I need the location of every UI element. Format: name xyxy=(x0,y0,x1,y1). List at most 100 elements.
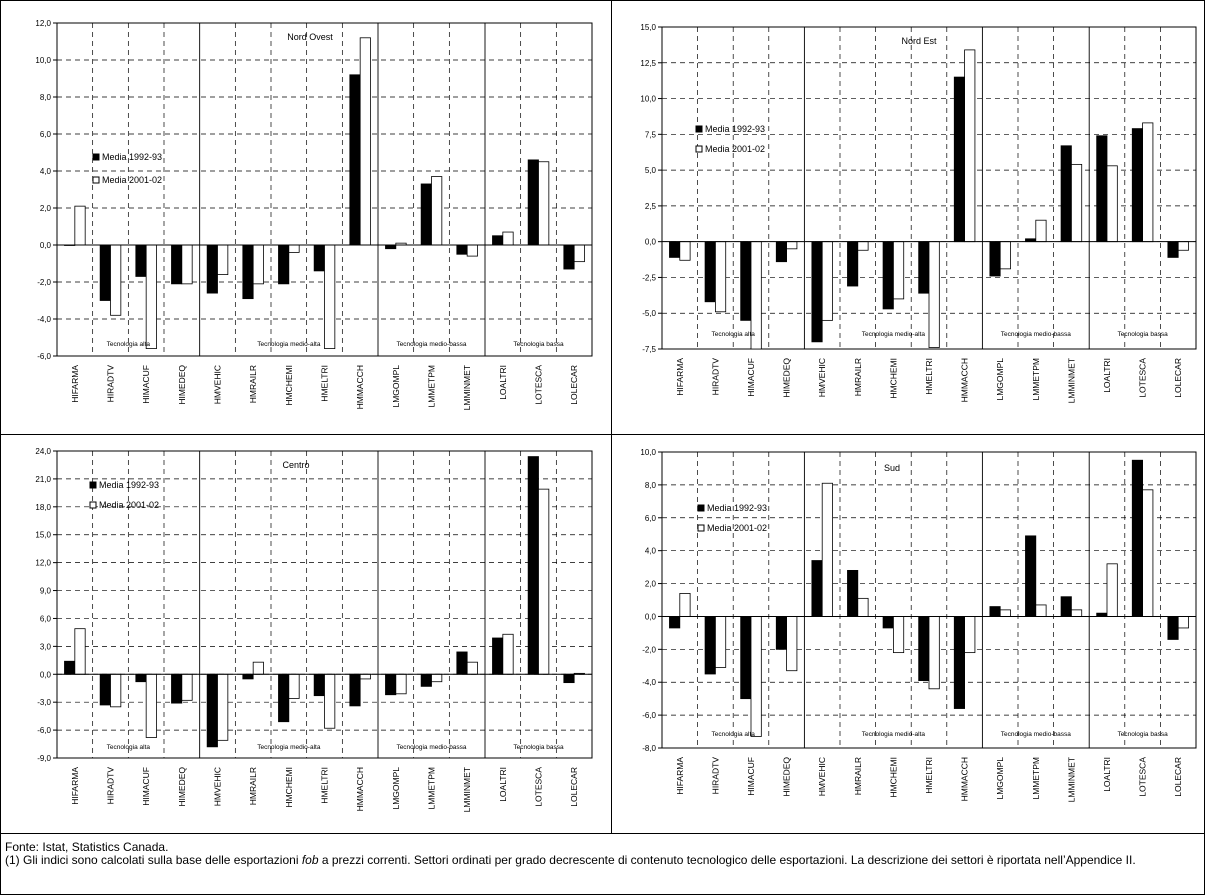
group-label: Tecnologia medio-alta xyxy=(862,731,926,738)
bar-media-2001-02 xyxy=(1070,163,1083,243)
category-label: HIMEDEQ xyxy=(782,358,792,398)
bar-media-1992-93 xyxy=(313,244,325,272)
bar-media-1992-93 xyxy=(171,244,183,285)
y-tick-label: 8,0 xyxy=(40,93,52,102)
category-label: LOALTRI xyxy=(1102,757,1112,792)
panel-divider-horizontal xyxy=(0,434,1205,435)
y-tick-label: 2,0 xyxy=(645,580,657,589)
bar-media-2001-02 xyxy=(1142,489,1154,617)
legend-label-1992-93: Media 1992-93 xyxy=(705,124,765,134)
y-tick-label: 6,0 xyxy=(645,514,657,523)
category-label: LMMINMET xyxy=(1066,358,1076,403)
bar-media-1992-93 xyxy=(882,616,894,629)
bar-media-1992-93 xyxy=(1096,135,1108,243)
bar-media-1992-93 xyxy=(775,241,788,263)
bar-media-1992-93 xyxy=(385,244,397,250)
y-tick-label: -2,5 xyxy=(642,273,656,282)
legend-label-2001-02: Media 2001-02 xyxy=(705,144,765,154)
category-label: LOALTRI xyxy=(498,365,508,400)
bar-media-1992-93 xyxy=(456,651,468,675)
bar-media-2001-02 xyxy=(573,244,585,263)
footer-divider xyxy=(0,833,1205,834)
bar-media-2001-02 xyxy=(1177,241,1189,251)
category-label: HIFARMA xyxy=(675,358,685,396)
y-tick-label: -6,0 xyxy=(642,711,656,720)
bar-media-1992-93 xyxy=(740,616,752,700)
bar-media-1992-93 xyxy=(953,616,966,709)
panel-divider-top xyxy=(611,0,612,434)
bar-media-1992-93 xyxy=(349,74,361,246)
legend-swatch-2001-02 xyxy=(695,145,703,153)
category-label: LMGOMPL xyxy=(995,757,1005,800)
y-tick-label: 12,5 xyxy=(640,59,656,68)
legend-swatch-2001-02 xyxy=(697,524,705,532)
bar-media-1992-93 xyxy=(492,235,504,246)
bar-media-2001-02 xyxy=(359,673,371,680)
y-tick-label: -7,5 xyxy=(642,345,656,354)
y-tick-label: -4,0 xyxy=(37,315,51,324)
bar-media-2001-02 xyxy=(750,616,762,737)
plot-frame xyxy=(56,450,593,759)
category-label: LOLECAR xyxy=(1173,757,1183,797)
group-label: Tecnologia medio-bassa xyxy=(1001,731,1071,738)
bar-media-1992-93 xyxy=(242,244,254,300)
group-label: Tecnologia bassa xyxy=(1117,331,1168,338)
bar-media-1992-93 xyxy=(704,241,716,303)
y-tick-label: 10,0 xyxy=(640,448,656,457)
category-label: LMMETPM xyxy=(1031,757,1041,800)
y-tick-label: 4,0 xyxy=(40,167,52,176)
y-tick-label: 0,0 xyxy=(40,241,52,250)
y-tick-label: -2,0 xyxy=(642,645,656,654)
group-label: Tecnologia medio-alta xyxy=(257,744,321,751)
bar-media-1992-93 xyxy=(242,673,254,680)
group-label: Tecnologia medio-bassa xyxy=(396,341,466,348)
category-label: HMCHEMI xyxy=(284,365,294,406)
methodology-note: (1) Gli indici sono calcolati sulla base… xyxy=(5,854,1195,867)
bar-media-2001-02 xyxy=(502,231,514,246)
y-tick-label: 7,5 xyxy=(645,130,657,139)
category-label: HIMEDEQ xyxy=(177,767,187,807)
category-label: HMVEHIC xyxy=(213,365,223,404)
category-label: HMELTRI xyxy=(320,767,330,804)
group-label: Tecnologia alta xyxy=(712,731,756,738)
y-tick-label: 18,0 xyxy=(35,503,51,512)
bar-media-1992-93 xyxy=(420,673,432,687)
category-label: HMELTRI xyxy=(924,757,934,794)
bar-media-2001-02 xyxy=(999,241,1011,270)
bar-media-1992-93 xyxy=(420,183,432,246)
bar-media-2001-02 xyxy=(715,241,727,313)
bar-media-1992-93 xyxy=(349,673,361,707)
bar-media-2001-02 xyxy=(359,37,371,246)
group-label: Tecnologia medio-alta xyxy=(257,341,321,348)
y-tick-label: 6,0 xyxy=(40,614,52,623)
bar-media-1992-93 xyxy=(1060,596,1072,617)
category-label: HMVEHIC xyxy=(817,358,827,397)
bar-media-1992-93 xyxy=(811,560,823,617)
y-tick-label: 2,0 xyxy=(40,204,52,213)
group-label: Tecnologia alta xyxy=(712,331,756,338)
bar-media-1992-93 xyxy=(704,616,716,675)
category-label: HIMACUF xyxy=(141,767,151,806)
y-tick-label: -8,0 xyxy=(642,744,656,753)
bar-media-2001-02 xyxy=(821,482,833,617)
category-label: LMGOMPL xyxy=(995,358,1005,401)
bar-media-2001-02 xyxy=(538,488,550,675)
y-tick-label: 9,0 xyxy=(40,587,52,596)
category-label: LOALTRI xyxy=(1102,358,1112,393)
category-label: LOTESCA xyxy=(1138,757,1148,797)
legend-label-1992-93: Media 1992-93 xyxy=(707,503,767,513)
category-label: HIMEDEQ xyxy=(177,365,187,405)
bar-media-2001-02 xyxy=(502,633,514,675)
footer-notes: Fonte: Istat, Statistics Canada. (1) Gli… xyxy=(5,841,1195,867)
bar-media-2001-02 xyxy=(928,616,940,690)
y-tick-label: 21,0 xyxy=(35,475,51,484)
y-tick-label: -3,0 xyxy=(37,698,51,707)
bar-media-2001-02 xyxy=(786,616,798,672)
y-tick-label: -9,0 xyxy=(37,754,51,763)
chart-nord-est: -7,5 -5,0 -2,5 0,0 2,5 5,0 7,5 10,0 12,5 15,0 Nord… xyxy=(640,23,1197,403)
category-label: HMCHEMI xyxy=(284,767,294,808)
y-tick-label: 0,0 xyxy=(40,670,52,679)
y-tick-label: 6,0 xyxy=(40,130,52,139)
category-label: HMELTRI xyxy=(924,358,934,395)
category-label: LOLECAR xyxy=(569,767,579,807)
